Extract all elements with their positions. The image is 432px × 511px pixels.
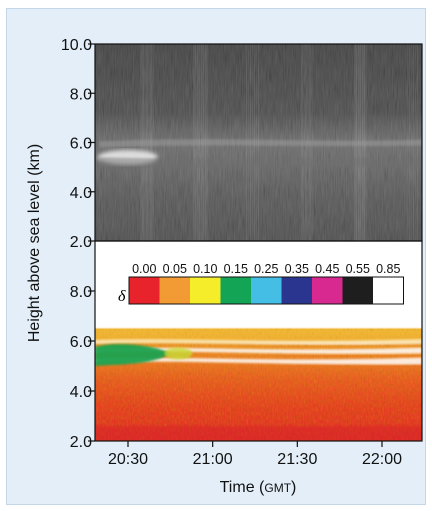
x-axis-label-unit: GMT [264, 481, 291, 495]
x-axis-label-close: ) [291, 479, 296, 496]
colorbar-symbol: δ [118, 288, 126, 305]
colorbar-swatch [159, 277, 190, 304]
low-depolarization-patch [95, 344, 171, 366]
cloud-top-halo [95, 328, 422, 343]
colorbar-swatch [281, 277, 312, 304]
colorbar-tick-label: 0.25 [254, 262, 278, 276]
bottom-panel-image [95, 241, 422, 441]
cloud-layer [99, 139, 422, 148]
y-tick-label: 6.0 [70, 334, 92, 351]
x-axis: 20:30 21:00 21:30 22:00 [108, 441, 402, 468]
y-tick-label: 2.0 [70, 234, 92, 251]
y-tick-label: 8.0 [70, 284, 92, 301]
y-tick-label: 4.0 [70, 384, 92, 401]
x-axis-label: Time (GMT) [220, 479, 297, 496]
colorbar-border [128, 276, 404, 305]
colorbar-tick-label: 0.35 [285, 262, 309, 276]
y-axis-top: 4.0 6.0 8.0 10.0 2.0 [61, 37, 95, 251]
x-tick-label: 20:30 [108, 451, 148, 468]
y-tick-label: 10.0 [61, 37, 92, 54]
colorbar-swatch [251, 277, 282, 304]
colorbar-tick-label: 0.10 [193, 262, 217, 276]
top-panel-image [95, 44, 422, 241]
colorbar-tick-label: 0.55 [346, 262, 370, 276]
surface-layer [95, 426, 422, 441]
bottom-panel-features [95, 328, 422, 441]
y-tick-label: 2.0 [70, 434, 92, 451]
delta-colorbar: δ 0.00 0.05 0.10 0.15 0.25 0.35 0.45 0.55 0.85 [118, 262, 404, 305]
top-panel-features [97, 44, 422, 241]
y-tick-label: 4.0 [70, 185, 92, 202]
colorbar-swatch [373, 277, 404, 304]
x-tick-label: 22:00 [362, 451, 402, 468]
colorbar-swatch [342, 277, 373, 304]
x-tick-label: 21:30 [277, 451, 317, 468]
x-axis-label-main: Time ( [220, 479, 265, 496]
bottom-panel-noise [95, 328, 422, 441]
colorbar-tick-label: 0.00 [132, 262, 156, 276]
y-axis-bottom: 2.0 4.0 6.0 8.0 [70, 284, 95, 451]
transition-patch [164, 347, 193, 360]
colorbar-tick-label: 0.45 [315, 262, 339, 276]
colorbar-tick-label: 0.85 [376, 262, 400, 276]
y-tick-label: 8.0 [70, 86, 92, 103]
colorbar-swatch [312, 277, 343, 304]
colorbar-tick-label: 0.05 [163, 262, 187, 276]
y-tick-label: 6.0 [70, 136, 92, 153]
colorbar-swatch [190, 277, 221, 304]
colorbar-tick-label: 0.15 [224, 262, 248, 276]
colorbar-swatch [129, 277, 160, 304]
x-tick-label: 21:00 [193, 451, 233, 468]
colorbar-swatch [220, 277, 251, 304]
y-axis-label: Height above sea level (km) [26, 144, 43, 342]
lower-layer [99, 157, 422, 168]
